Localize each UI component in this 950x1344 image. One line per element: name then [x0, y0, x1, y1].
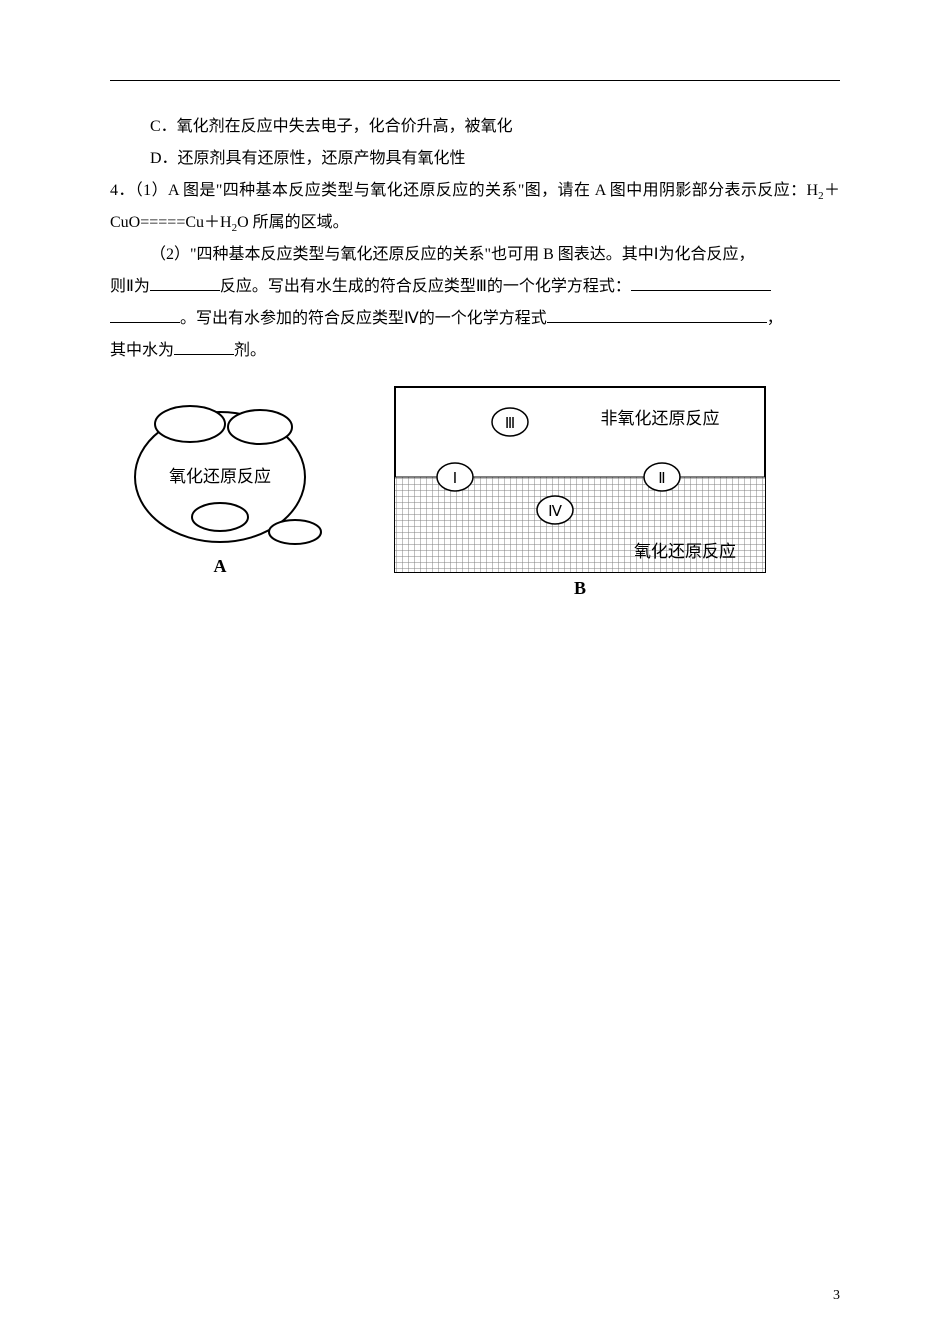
q4-part2-c-end: ，: [767, 310, 783, 327]
q4-part2-d-end: 剂。: [234, 342, 266, 359]
q4-part2-b: 则Ⅱ为 反应。写出有水生成的符合反应类型Ⅲ的一个化学方程式：: [110, 271, 840, 303]
page-number: 3: [833, 1288, 840, 1304]
q4-part2-a: （2）"四种基本反应类型与氧化还原反应的关系"也可用 B 图表达。其中Ⅰ为化合反…: [110, 239, 840, 271]
diagram-b-top-label: 非氧化还原反应: [601, 409, 720, 428]
q4-part1-prefix: 4．（1）A 图是"四种基本反应类型与氧化还原反应的关系"图，请在 A 图中用阴…: [110, 182, 818, 199]
q4-part1-suffix: O 所属的区域。: [237, 214, 349, 231]
diagram-b-II: Ⅱ: [658, 471, 665, 487]
q4-part2-d: 其中水为 剂。: [110, 335, 840, 367]
top-rule: [110, 80, 840, 81]
q4-part1: 4．（1）A 图是"四种基本反应类型与氧化还原反应的关系"图，请在 A 图中用阴…: [110, 175, 840, 239]
option-c: C．氧化剂在反应中失去电子，化合价升高，被氧化: [110, 111, 840, 143]
diagram-row: 氧化还原反应 A 非氧化还原反应 氧化还原反应 Ⅲ: [110, 382, 840, 602]
blank-5: [174, 338, 234, 355]
diagram-a-center-label: 氧化还原反应: [169, 467, 271, 486]
diagram-b-label: B: [574, 578, 586, 598]
q4-part2-c: 。写出有水参加的符合反应类型Ⅳ的一个化学方程式 ，: [110, 303, 840, 335]
diagram-a: 氧化还原反应 A: [120, 382, 330, 582]
diagram-b-bottom-label: 氧化还原反应: [634, 542, 736, 561]
blank-2: [631, 274, 771, 291]
blank-4: [547, 306, 767, 323]
diagram-a-label: A: [214, 556, 227, 576]
blank-3: [110, 306, 180, 323]
q4-part2-b-mid: 反应。写出有水生成的符合反应类型Ⅲ的一个化学方程式：: [220, 278, 631, 295]
diagram-b-III: Ⅲ: [505, 416, 515, 432]
diagram-b-I: Ⅰ: [453, 471, 457, 487]
option-d: D．还原剂具有还原性，还原产物具有氧化性: [110, 143, 840, 175]
diagram-b-IV: Ⅳ: [548, 504, 562, 520]
blank-1: [150, 274, 220, 291]
q4-part2-d-pre: 其中水为: [110, 342, 174, 359]
q4-part2-c-mid: 。写出有水参加的符合反应类型Ⅳ的一个化学方程式: [180, 310, 547, 327]
q4-part2-b-pre: 则Ⅱ为: [110, 278, 150, 295]
diagram-b: 非氧化还原反应 氧化还原反应 Ⅲ Ⅰ Ⅱ Ⅳ B: [390, 382, 770, 602]
